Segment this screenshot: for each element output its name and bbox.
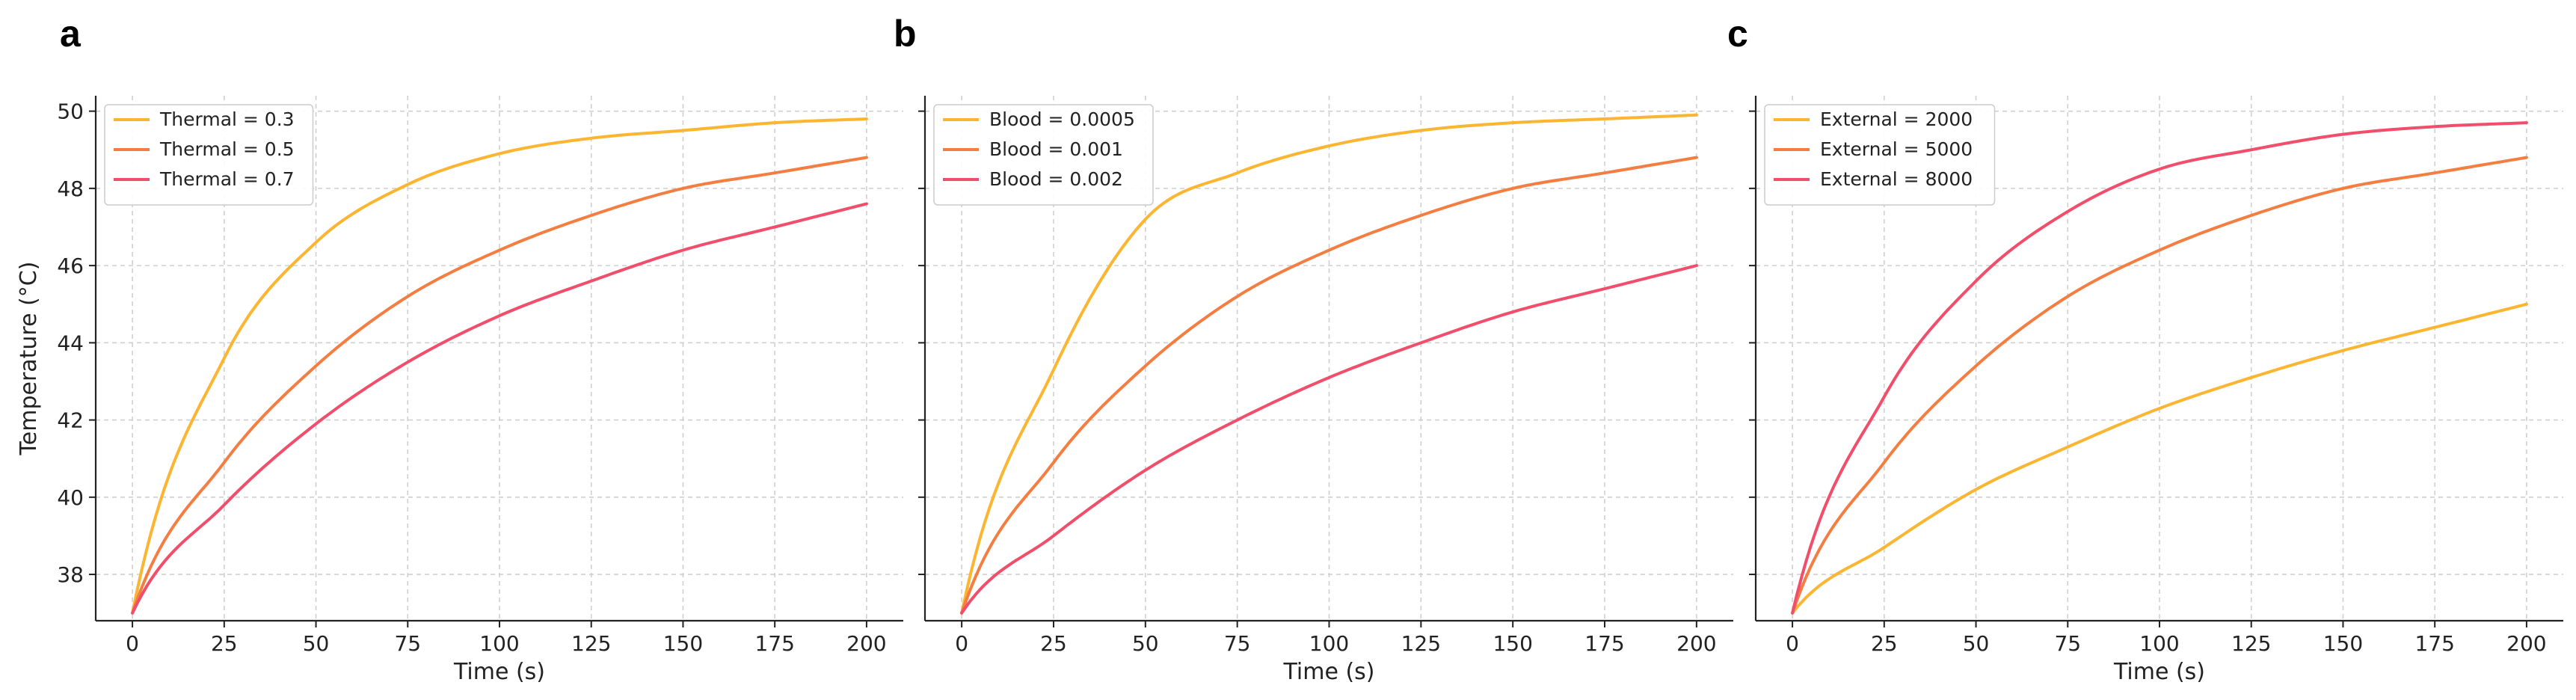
x-tick-label: 100 [1309, 631, 1349, 656]
x-tick-label: 175 [1584, 631, 1624, 656]
x-tick-label: 25 [1040, 631, 1067, 656]
legend-entry: Thermal = 0.5 [159, 138, 295, 160]
legend-frame [933, 104, 1154, 206]
y-tick-label: 42 [57, 408, 84, 433]
x-tick-label: 25 [1871, 631, 1898, 656]
y-tick-label: 44 [57, 331, 84, 355]
series-line [960, 113, 1698, 615]
x-tick-label: 200 [1676, 631, 1716, 656]
panel-b: b 0 25 50 75 100 125 150 175 200 Time (s) Blood = 0… [894, 13, 1733, 685]
legend-entry: External = 5000 [1820, 138, 1973, 160]
x-tick-label: 175 [2414, 631, 2454, 656]
x-tick-label: 100 [479, 631, 519, 656]
series-line [131, 117, 868, 615]
y-axis-label: Temperature (°C) [16, 262, 42, 456]
series-line [960, 264, 1698, 615]
series-line [960, 156, 1698, 615]
x-tick-label: 150 [2323, 631, 2363, 656]
legend-entry: External = 8000 [1820, 168, 1973, 190]
series-line [1791, 121, 2528, 615]
panel-c: c 0 25 50 75 100 125 150 175 200 Time (s) External … [1727, 13, 2563, 685]
x-tick-label: 150 [1493, 631, 1532, 656]
x-axis-label: Time (s) [1283, 659, 1375, 685]
x-tick-label: 25 [211, 631, 238, 656]
y-tick-label: 40 [57, 485, 84, 510]
legend-entry: Thermal = 0.7 [159, 168, 295, 190]
x-tick-label: 200 [2506, 631, 2546, 656]
x-tick-label: 150 [663, 631, 703, 656]
y-tick-label: 38 [57, 562, 84, 587]
y-tick-label: 50 [57, 99, 84, 124]
legend-frame [1764, 104, 1996, 206]
legend-entry: External = 2000 [1820, 108, 1973, 130]
legend: Thermal = 0.3 Thermal = 0.5 Thermal = 0.7 [104, 104, 314, 206]
x-tick-label: 50 [303, 631, 330, 656]
x-tick-label: 75 [1224, 631, 1251, 656]
legend-entry: Blood = 0.0005 [989, 108, 1135, 130]
x-tick-label: 75 [394, 631, 421, 656]
panel-a: a 0 25 50 75 100 125 150 175 200 38 40 42 44 46 48 50 Tim… [16, 13, 903, 685]
x-tick-label: 125 [571, 631, 611, 656]
x-tick-label: 125 [2231, 631, 2271, 656]
x-tick-label: 125 [1401, 631, 1441, 656]
legend-entry: Thermal = 0.3 [159, 108, 295, 130]
y-tick-label: 46 [57, 254, 84, 278]
x-tick-label: 75 [2054, 631, 2081, 656]
legend-entry: Blood = 0.001 [989, 138, 1123, 160]
x-axis-label: Time (s) [453, 659, 545, 685]
legend: External = 2000 External = 5000 External =… [1764, 104, 1996, 206]
series-line [131, 156, 868, 615]
panel-letter: a [60, 13, 82, 55]
x-tick-label: 200 [846, 631, 886, 656]
legend-frame [104, 104, 314, 206]
x-tick-label: 50 [1132, 631, 1159, 656]
x-tick-label: 50 [1963, 631, 1990, 656]
legend-entry: Blood = 0.002 [989, 168, 1123, 190]
x-tick-label: 0 [1786, 631, 1799, 656]
x-tick-label: 175 [754, 631, 794, 656]
series-line [131, 202, 868, 615]
x-tick-label: 0 [126, 631, 139, 656]
panel-letter: c [1727, 13, 1748, 55]
x-tick-label: 0 [955, 631, 968, 656]
x-axis-label: Time (s) [2113, 659, 2205, 685]
y-tick-label: 48 [57, 176, 84, 201]
series-line [1791, 156, 2528, 615]
series-line [1791, 302, 2528, 615]
x-tick-label: 100 [2139, 631, 2179, 656]
panel-letter: b [894, 13, 917, 55]
legend: Blood = 0.0005 Blood = 0.001 Blood = 0.002 [933, 104, 1154, 206]
